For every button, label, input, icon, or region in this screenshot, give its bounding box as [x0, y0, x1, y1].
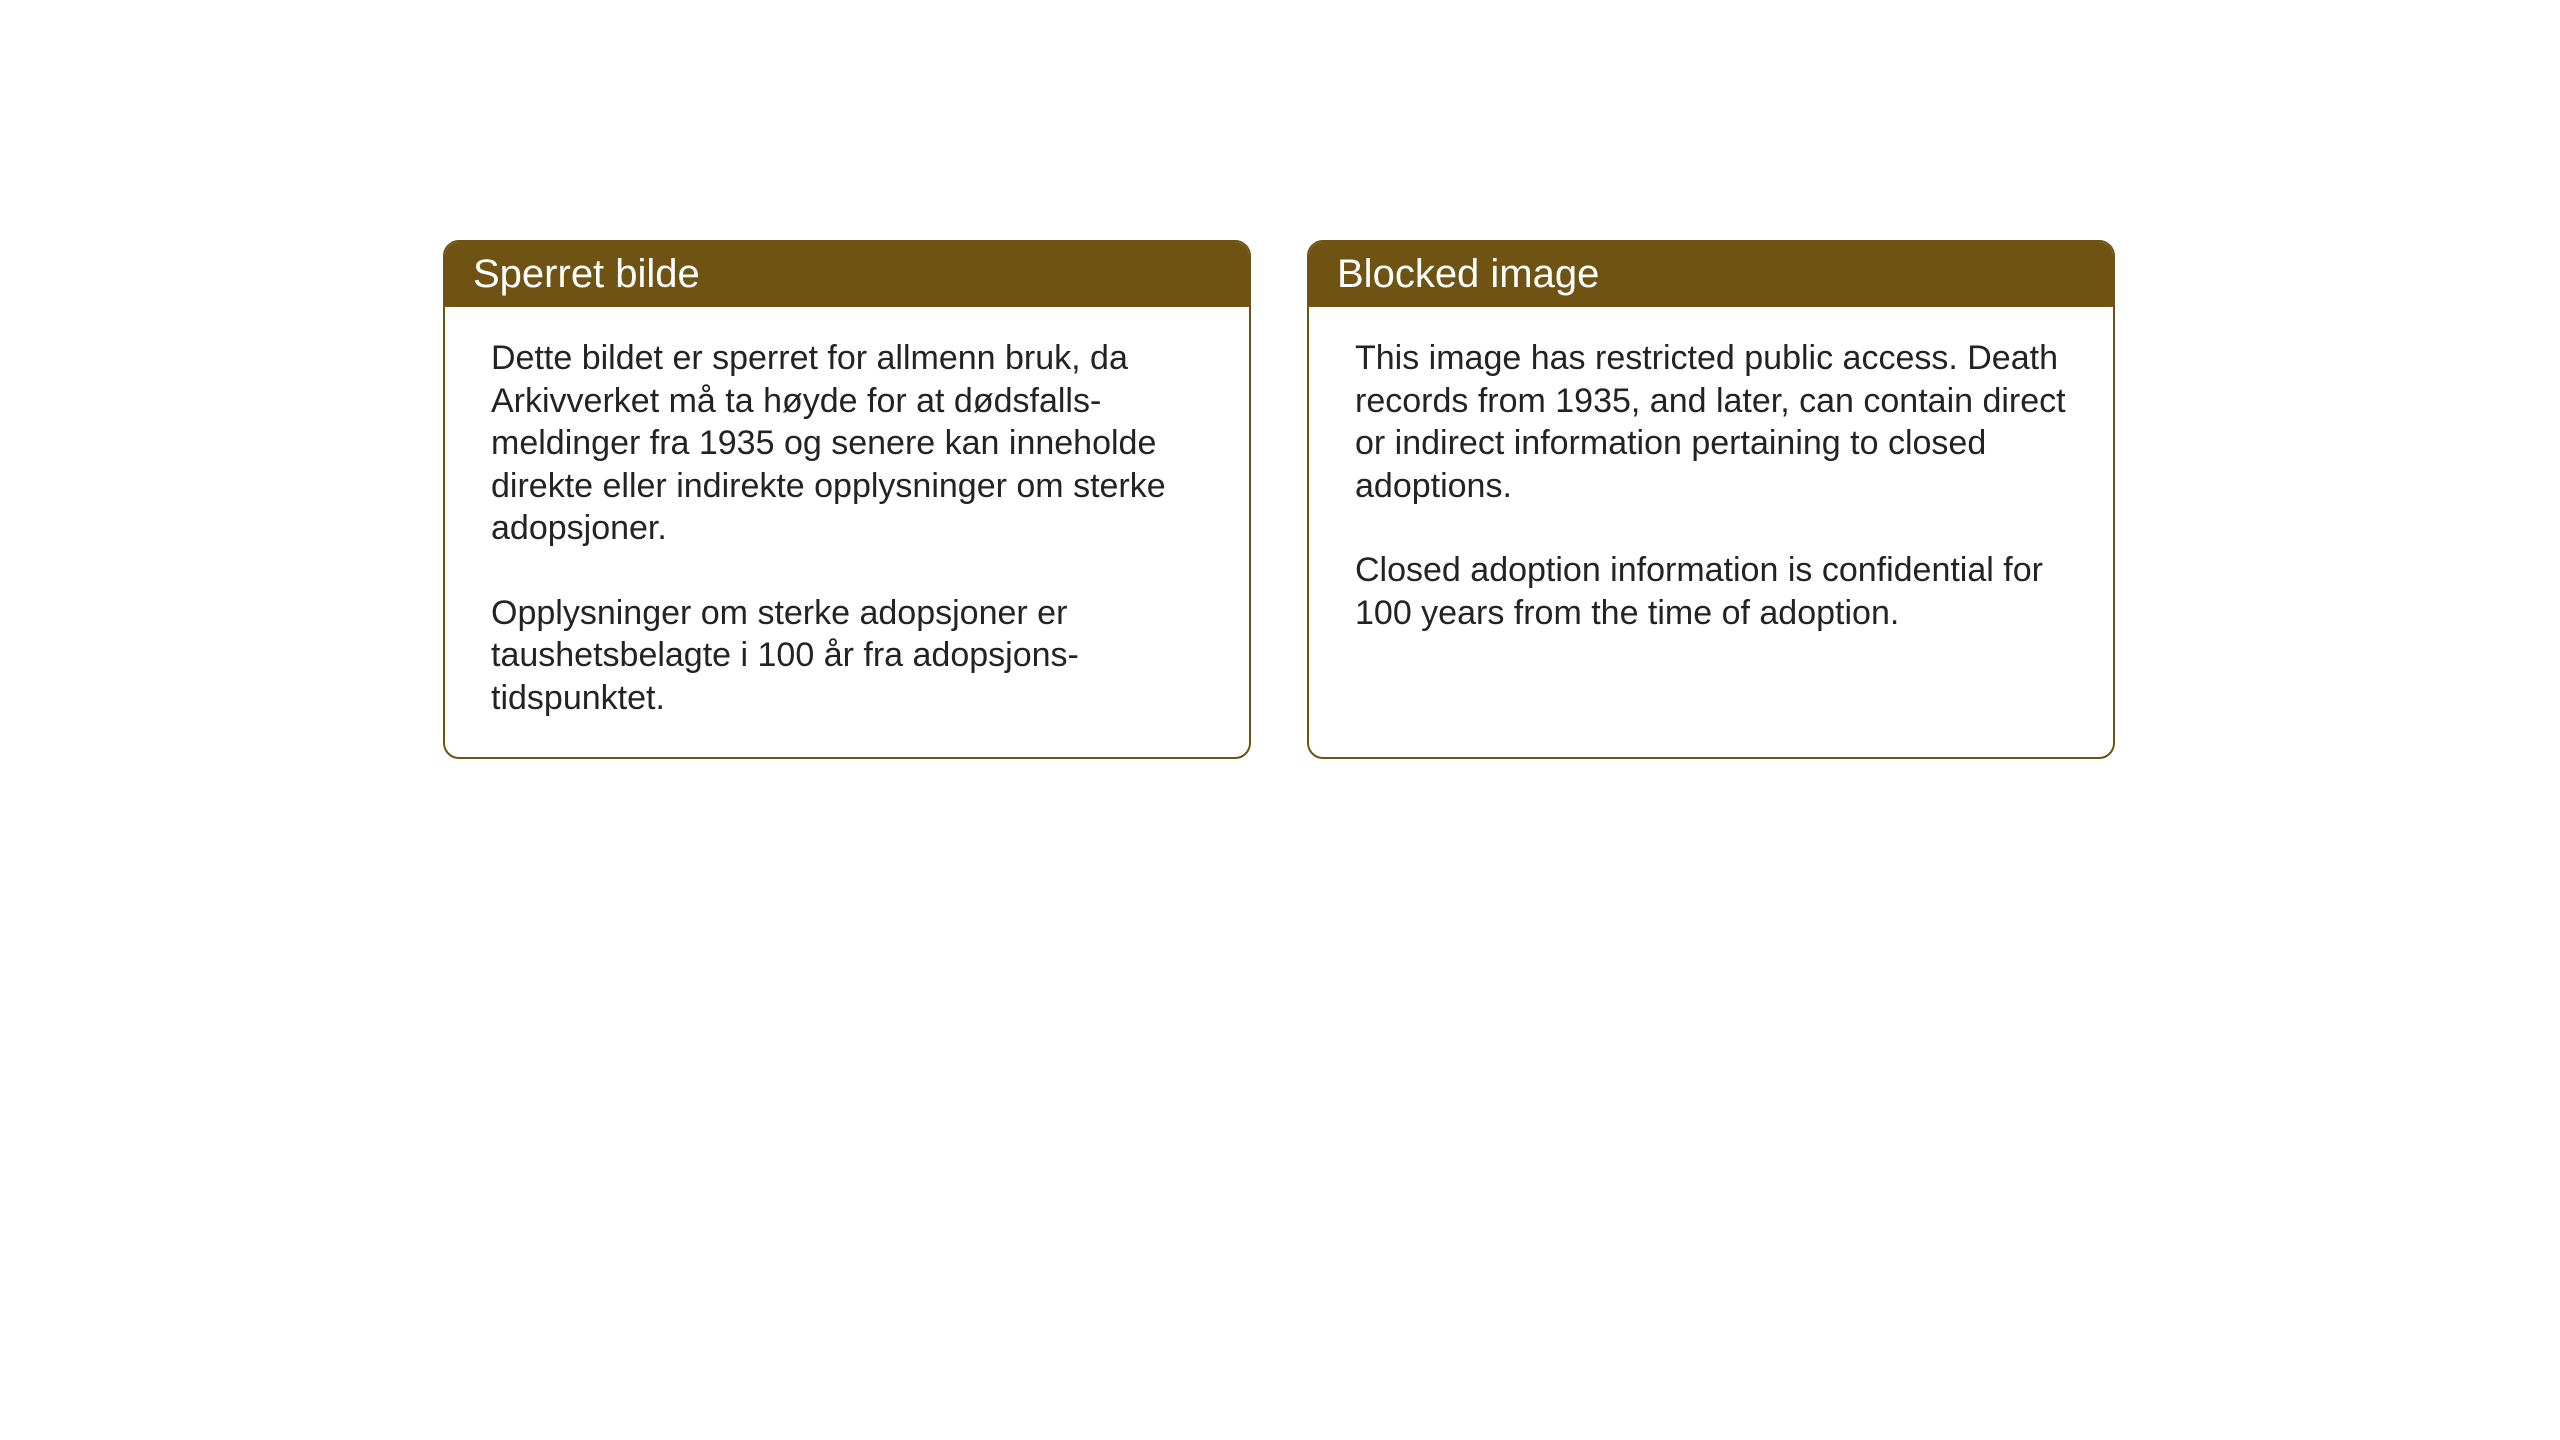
blocked-image-card-norwegian: Sperret bilde Dette bildet er sperret fo…	[443, 240, 1251, 759]
notice-paragraph-1-norwegian: Dette bildet er sperret for allmenn bruk…	[491, 337, 1203, 550]
notice-paragraph-2-norwegian: Opplysninger om sterke adopsjoner er tau…	[491, 592, 1203, 720]
card-title-english: Blocked image	[1337, 252, 1599, 296]
notice-paragraph-1-english: This image has restricted public access.…	[1355, 337, 2067, 507]
card-body-english: This image has restricted public access.…	[1309, 307, 2113, 672]
notice-paragraph-2-english: Closed adoption information is confident…	[1355, 549, 2067, 634]
card-header-norwegian: Sperret bilde	[445, 242, 1249, 307]
card-header-english: Blocked image	[1309, 242, 2113, 307]
blocked-image-card-english: Blocked image This image has restricted …	[1307, 240, 2115, 759]
card-title-norwegian: Sperret bilde	[473, 252, 700, 296]
card-body-norwegian: Dette bildet er sperret for allmenn bruk…	[445, 307, 1249, 757]
notice-cards-container: Sperret bilde Dette bildet er sperret fo…	[443, 240, 2115, 759]
